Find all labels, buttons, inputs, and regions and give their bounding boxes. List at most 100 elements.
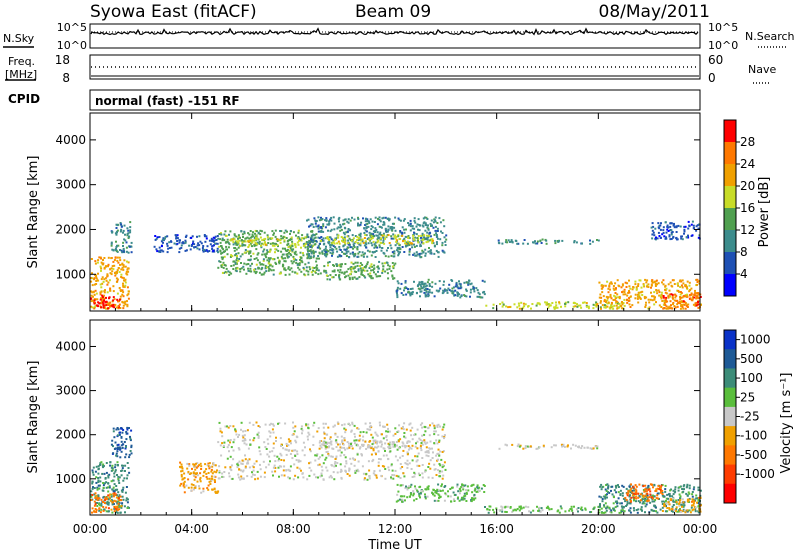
power-echo-cell <box>366 249 369 252</box>
power-echo-cell <box>409 225 412 228</box>
power-echo-cell <box>396 286 399 289</box>
velocity-echo-cell <box>697 505 700 507</box>
velocity-echo-cell <box>696 501 698 504</box>
power-echo-cell <box>413 217 416 220</box>
velocity-echo-cell <box>228 472 230 475</box>
power-echo-cell <box>326 223 329 226</box>
velocity-echo-cell <box>663 505 666 508</box>
power-echo-cell <box>320 226 323 228</box>
velocity-echo-cell <box>612 507 615 510</box>
velocity-echo-cell <box>375 446 378 449</box>
velocity-echo-cell <box>99 476 102 479</box>
power-echo-cell <box>664 288 666 291</box>
velocity-echo-cell <box>629 498 632 501</box>
power-echo-cell <box>251 245 253 248</box>
power-echo-cell <box>260 246 263 249</box>
velocity-echo-cell <box>404 446 407 449</box>
power-region-7 <box>320 234 434 245</box>
velocity-echo-cell <box>518 506 521 509</box>
velocity-echo-cell <box>418 437 421 440</box>
power-echo-cell <box>130 245 133 248</box>
power-echo-cell <box>241 253 244 256</box>
velocity-echo-cell <box>125 431 128 433</box>
velocity-echo-cell <box>272 474 274 477</box>
power-region-11 <box>485 301 626 310</box>
velocity-echo-cell <box>334 433 337 436</box>
power-echo-cell <box>360 273 363 276</box>
power-echo-cell <box>247 269 250 272</box>
velocity-echo-cell <box>682 501 685 504</box>
power-colorbar-tick-label: 4 <box>740 267 748 281</box>
velocity-echo-cell <box>339 446 342 449</box>
velocity-echo-cell <box>526 445 529 448</box>
velocity-axes: 00:00 04:00 08:00 12:00 16:00 20:00 00:0010002… <box>55 320 717 536</box>
power-echo-cell <box>355 271 358 273</box>
power-echo-cell <box>451 279 454 282</box>
velocity-echo-cell <box>109 464 112 467</box>
velocity-echo-cell <box>107 482 110 485</box>
nsky-label: N.Sky <box>3 32 35 45</box>
velocity-echo-cell <box>336 421 339 424</box>
power-echo-cell <box>674 306 677 309</box>
velocity-echo-cell <box>110 508 113 511</box>
power-echo-cell <box>256 259 259 262</box>
power-echo-cell <box>394 216 397 219</box>
velocity-echo-cell <box>380 474 383 477</box>
power-echo-cell <box>93 293 96 296</box>
power-echo-cell <box>316 267 319 270</box>
power-echo-cell <box>311 273 314 276</box>
velocity-echo-cell <box>644 505 647 508</box>
power-echo-cell <box>308 225 310 228</box>
velocity-echo-cell <box>640 493 642 496</box>
velocity-echo-cell <box>635 495 638 498</box>
power-echo-cell <box>649 298 652 301</box>
velocity-echo-cell <box>192 472 195 475</box>
velocity-echo-cell <box>356 427 359 430</box>
power-echo-cell <box>304 236 307 239</box>
velocity-echo-cell <box>372 472 375 475</box>
velocity-echo-cell <box>292 421 294 424</box>
power-echo-cell <box>379 233 381 236</box>
velocity-echo-cell <box>655 497 658 500</box>
power-echo-cell <box>439 221 442 224</box>
velocity-echo-cell <box>472 483 475 486</box>
power-echo-cell <box>358 251 361 253</box>
power-echo-cell <box>386 230 389 233</box>
power-echo-cell <box>679 301 682 303</box>
power-echo-cell <box>364 224 367 226</box>
velocity-echo-cell <box>476 486 479 489</box>
velocity-echo-cell <box>392 434 395 437</box>
power-echo-cell <box>423 282 426 285</box>
power-echo-cell <box>254 241 257 244</box>
power-echo-cell <box>508 306 511 308</box>
power-echo-cell <box>241 233 244 236</box>
power-echo-cell <box>240 239 243 242</box>
velocity-echo-cell <box>115 494 118 497</box>
velocity-echo-cell <box>221 475 224 478</box>
velocity-echo-cell <box>417 452 420 455</box>
velocity-echo-cell <box>95 481 98 484</box>
power-echo-cell <box>116 269 119 272</box>
power-echo-cell <box>667 283 670 286</box>
velocity-echo-cell <box>685 509 688 512</box>
velocity-echo-cell <box>411 438 414 441</box>
power-echo-cell <box>202 250 205 253</box>
power-echo-cell <box>366 263 369 266</box>
velocity-echo-cell <box>550 508 553 511</box>
power-echo-cell <box>413 252 416 255</box>
power-region-2 <box>110 221 133 254</box>
power-echo-cell <box>340 271 343 274</box>
power-echo-cell <box>401 231 403 234</box>
power-echo-cell <box>656 283 658 286</box>
power-echo-cell <box>351 234 354 237</box>
power-echo-cell <box>403 218 406 221</box>
power-echo-cell <box>307 243 310 246</box>
power-echo-cell <box>231 255 234 258</box>
power-echo-cell <box>116 244 118 247</box>
power-echo-cell <box>358 233 361 236</box>
power-echo-cell <box>418 254 421 257</box>
power-echo-cell <box>479 296 482 299</box>
velocity-echo-cell <box>263 476 266 479</box>
power-echo-cell <box>436 243 438 246</box>
velocity-echo-cell <box>355 439 358 442</box>
